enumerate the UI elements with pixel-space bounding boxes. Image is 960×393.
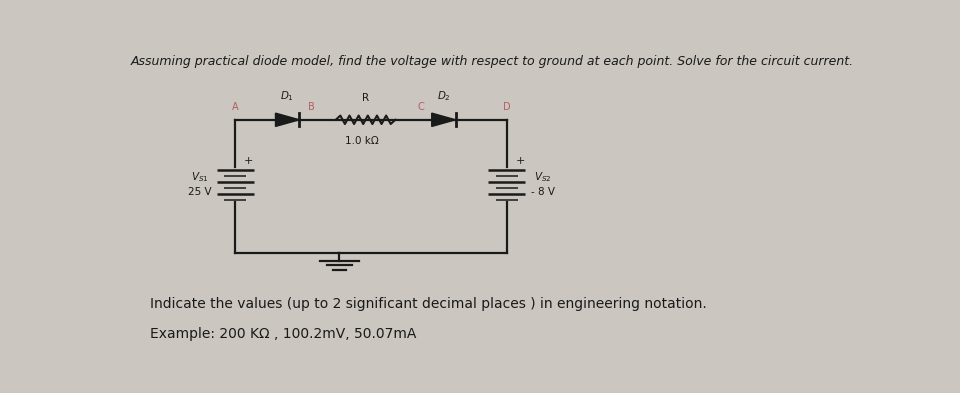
Polygon shape xyxy=(432,113,456,127)
Text: +: + xyxy=(244,156,253,166)
Text: B: B xyxy=(308,102,315,112)
Text: Indicate the values (up to 2 significant decimal places ) in engineering notatio: Indicate the values (up to 2 significant… xyxy=(150,297,707,311)
Text: $D_1$: $D_1$ xyxy=(280,89,295,103)
Text: 1.0 kΩ: 1.0 kΩ xyxy=(345,136,378,147)
Polygon shape xyxy=(276,113,300,127)
Text: - 8 V: - 8 V xyxy=(531,187,555,197)
Text: Assuming practical diode model, find the voltage with respect to ground at each : Assuming practical diode model, find the… xyxy=(131,55,853,68)
Text: C: C xyxy=(418,102,424,112)
Text: 25 V: 25 V xyxy=(188,187,211,197)
Text: $V_{S1}$: $V_{S1}$ xyxy=(191,171,208,184)
Text: R: R xyxy=(362,93,369,103)
Text: +: + xyxy=(516,156,525,166)
Text: D: D xyxy=(503,102,511,112)
Text: $D_2$: $D_2$ xyxy=(437,89,450,103)
Text: $V_{S2}$: $V_{S2}$ xyxy=(534,171,551,184)
Text: A: A xyxy=(232,102,239,112)
Text: Example: 200 KΩ , 100.2mV, 50.07mA: Example: 200 KΩ , 100.2mV, 50.07mA xyxy=(150,327,416,341)
